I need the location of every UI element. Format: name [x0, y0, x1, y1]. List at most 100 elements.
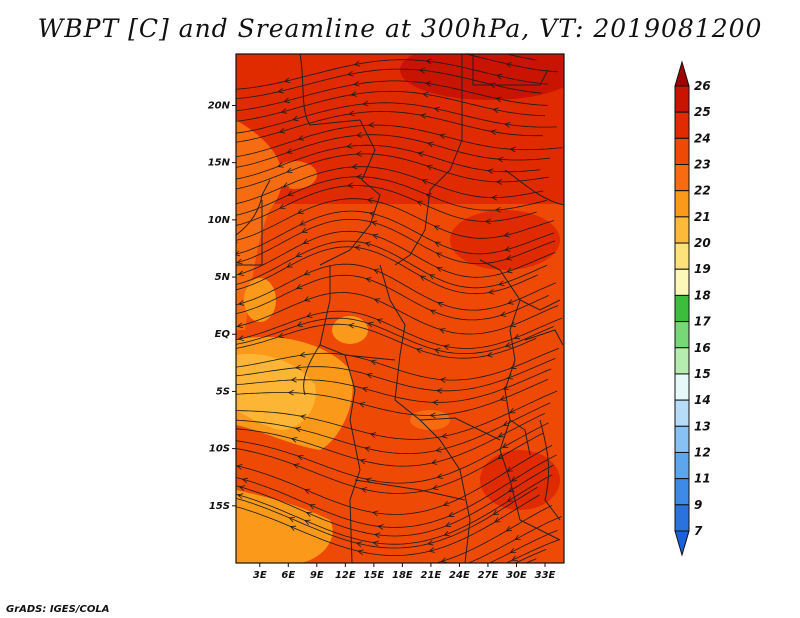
streamline-arrow: [428, 274, 436, 280]
streamline: [236, 445, 553, 515]
colorbar-box: [674, 425, 690, 453]
streamline: [236, 110, 543, 143]
streamline-arrow: [278, 128, 286, 134]
streamline: [236, 323, 537, 359]
streamline: [236, 454, 557, 528]
streamline: [236, 90, 545, 122]
streamline-arrow: [351, 163, 358, 170]
colorbar-box: [674, 478, 690, 506]
streamline-arrow: [238, 485, 246, 491]
streamline-arrow: [236, 493, 244, 499]
streamline-arrow: [496, 179, 503, 185]
streamline-arrow: [236, 322, 243, 329]
streamline-arrow: [302, 238, 309, 244]
colorbar: 26 25 24 23 22 21 20 19 18 17 16 15 14 13 12 11 9 7: [674, 60, 711, 557]
streamline-arrow: [417, 151, 424, 157]
streamline-arrow: [497, 453, 504, 459]
streamline-arrow: [429, 412, 436, 419]
colorbar-label: 26: [694, 79, 711, 93]
streamline: [236, 153, 549, 190]
colorbar-box: [674, 347, 690, 375]
streamline-arrow: [509, 547, 516, 553]
streamline-arrow: [504, 342, 512, 348]
streamline-arrow: [436, 388, 443, 394]
streamline: [525, 558, 537, 563]
streamline-arrow: [236, 258, 243, 265]
lon-tick-label: 27E: [478, 570, 499, 581]
streamline-arrow: [447, 511, 455, 518]
streamline-arrow: [277, 332, 285, 339]
streamline-arrow: [295, 283, 303, 290]
streamline-arrow: [279, 203, 286, 209]
streamline-arrow: [357, 549, 364, 556]
chart-title: WBPT [C] and Sreamline at 300hPa, VT: 20…: [37, 14, 763, 43]
streamline-arrow: [373, 298, 381, 304]
streamline-arrow: [353, 60, 361, 67]
streamline-arrow: [494, 517, 501, 523]
streamline-arrow: [505, 255, 512, 261]
streamline: [236, 494, 540, 556]
streamline: [488, 530, 558, 563]
lon-tick-label: 3E: [253, 570, 267, 581]
streamline-arrow: [508, 408, 516, 414]
colorbar-box: [674, 373, 690, 401]
streamline-arrow: [415, 348, 423, 354]
streamline-arrow: [433, 225, 441, 231]
streamline-arrow: [356, 173, 363, 180]
streamline-arrow: [288, 517, 296, 523]
lat-tick-label: EQ: [215, 329, 231, 340]
streamline: [236, 422, 549, 484]
colorbar-label: 7: [694, 524, 703, 538]
lon-tick-label: 24E: [449, 570, 470, 581]
lon-tick-label: 6E: [281, 570, 295, 581]
streamline-arrow: [290, 376, 297, 383]
streamline-arrow: [431, 484, 439, 491]
streamline-arrow: [374, 532, 381, 539]
streamline-arrow: [361, 386, 369, 393]
streamline-arrow: [299, 351, 306, 358]
colorbar-box: [674, 242, 690, 270]
streamline-arrow: [297, 208, 304, 214]
streamline: [236, 144, 540, 180]
colorbar-label: 17: [694, 315, 711, 329]
colorbar-label: 23: [694, 158, 711, 172]
streamline: [236, 134, 551, 168]
lat-tick-label: 15S: [209, 501, 230, 512]
streamline-arrow: [507, 299, 514, 305]
streamline: [236, 176, 547, 216]
colorbar-box: [674, 268, 690, 296]
temperature-field: [236, 54, 564, 563]
streamline-arrow: [289, 525, 297, 532]
streamline: [236, 368, 552, 403]
streamline-arrow: [490, 194, 498, 201]
streamline-arrow: [506, 267, 513, 274]
streamline: [236, 464, 554, 537]
streamline-arrow: [295, 364, 302, 371]
streamline-arrow: [505, 525, 513, 532]
lat-tick-label: 10N: [208, 215, 231, 226]
streamline-arrow: [511, 555, 518, 561]
streamline-arrow: [484, 218, 491, 225]
streamline-arrow: [436, 266, 443, 273]
streamline-arrow: [501, 442, 509, 448]
streamline-arrow: [347, 70, 354, 77]
streamline-arrow: [297, 135, 305, 141]
streamline-arrow: [419, 275, 427, 281]
streamline: [236, 347, 560, 381]
streamline-arrow: [489, 82, 496, 89]
streamline-arrow: [348, 322, 355, 329]
streamline-arrow: [362, 100, 369, 107]
streamline-arrow: [513, 333, 521, 340]
colorbar-box: [674, 451, 690, 480]
streamlines: [236, 54, 563, 563]
streamline-arrow: [439, 377, 446, 383]
colorbar-label: 16: [694, 341, 711, 355]
streamline-arrow: [421, 179, 429, 185]
streamline-arrow: [437, 301, 444, 308]
streamline-arrow: [354, 244, 361, 251]
streamline-arrow: [514, 534, 521, 541]
lon-tick-label: 18E: [392, 570, 413, 581]
lon-tick-label: 15E: [363, 570, 384, 581]
streamline: [435, 505, 552, 563]
colorbar-max-triangle: [674, 60, 690, 87]
